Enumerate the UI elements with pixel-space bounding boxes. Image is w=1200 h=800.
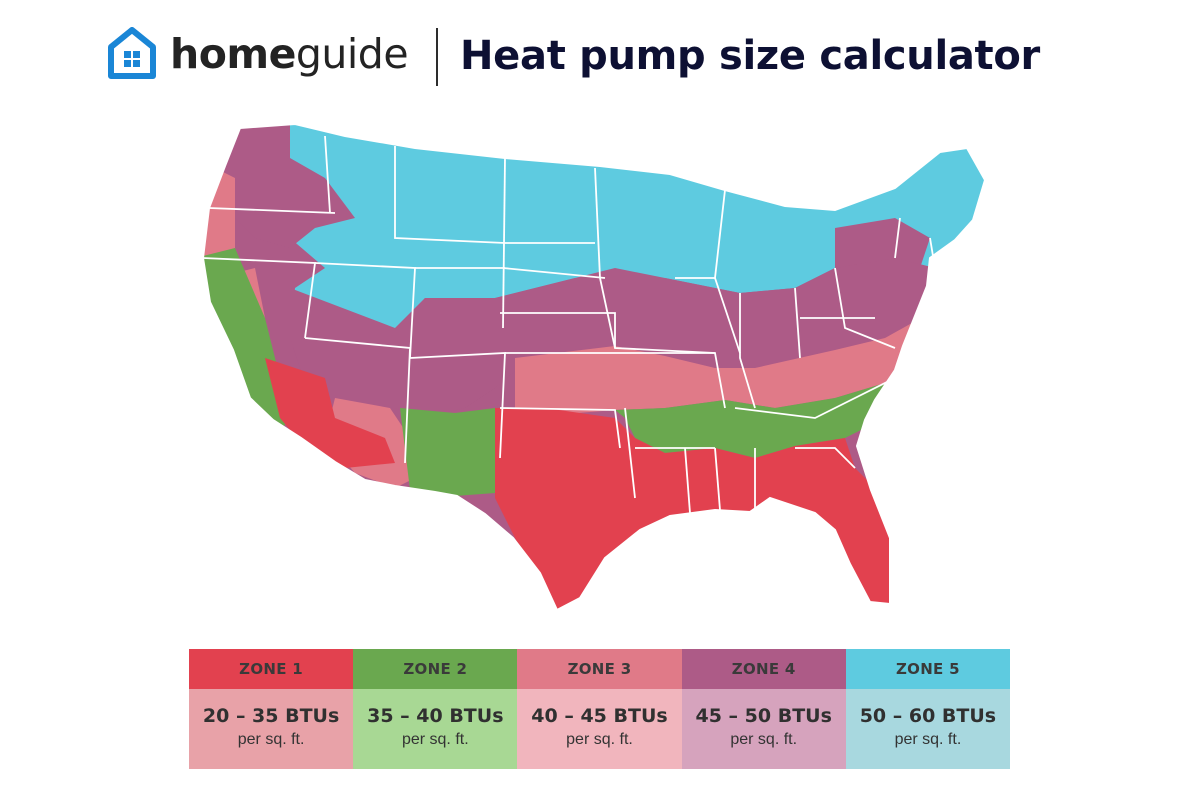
- zone-3-region-central: [515, 313, 930, 414]
- zone-3-range: 40 – 45 BTUs: [531, 705, 668, 727]
- zone-5-label: ZONE 5: [845, 649, 1011, 689]
- zone-4-range: 45 – 50 BTUs: [695, 705, 832, 727]
- zone-1-details: 20 – 35 BTUs per sq. ft.: [189, 689, 354, 769]
- zone-2-card: ZONE 2 35 – 40 BTUs per sq. ft.: [353, 649, 518, 769]
- zone-2-range: 35 – 40 BTUs: [367, 705, 504, 727]
- zone-legend: ZONE 1 20 – 35 BTUs per sq. ft. ZONE 2 3…: [189, 649, 1011, 769]
- zone-4-region-northwest: [225, 124, 355, 248]
- zone-3-card: ZONE 3 40 – 45 BTUs per sq. ft.: [517, 649, 682, 769]
- zone-4-details: 45 – 50 BTUs per sq. ft.: [681, 689, 846, 769]
- zone-5-range: 50 – 60 BTUs: [859, 705, 997, 727]
- brand-part-home: home: [170, 30, 296, 78]
- zone-2-region-southwest: [400, 408, 500, 496]
- zone-5-card: ZONE 5 50 – 60 BTUs per sq. ft.: [845, 649, 1011, 769]
- zone-4-card: ZONE 4 45 – 50 BTUs per sq. ft.: [681, 649, 846, 769]
- zone-4-label: ZONE 4: [681, 649, 846, 689]
- page-title: Heat pump size calculator: [460, 33, 1040, 79]
- zone-4-unit: per sq. ft.: [730, 731, 798, 748]
- zone-1-card: ZONE 1 20 – 35 BTUs per sq. ft.: [189, 649, 354, 769]
- zone-1-region-southern-california: [265, 358, 395, 468]
- header-divider: [436, 28, 438, 86]
- zone-5-unit: per sq. ft.: [894, 731, 962, 748]
- brand-logo-text: homeguide: [170, 28, 409, 80]
- zone-2-region-california: [203, 248, 290, 438]
- zone-3-unit: per sq. ft.: [566, 731, 633, 748]
- zone-3-label: ZONE 3: [517, 649, 682, 689]
- zone-2-region-southeast: [615, 358, 925, 458]
- brand-part-guide: guide: [295, 30, 409, 78]
- header: homeguide Heat pump size calculator: [0, 0, 1200, 115]
- zone-1-label: ZONE 1: [189, 649, 354, 689]
- us-outline: [201, 122, 987, 612]
- zone-2-unit: per sq. ft.: [401, 731, 469, 748]
- house-icon: [108, 27, 156, 79]
- zone-5-details: 50 – 60 BTUs per sq. ft.: [845, 689, 1011, 769]
- zone-2-details: 35 – 40 BTUs per sq. ft.: [353, 689, 518, 769]
- state-borders: [202, 135, 936, 514]
- zone-1-range: 20 – 35 BTUs: [202, 705, 340, 727]
- zone-1-unit: per sq. ft.: [237, 731, 305, 748]
- us-climate-zone-map: [201, 122, 987, 612]
- zone-2-label: ZONE 2: [353, 649, 518, 689]
- zone-3-details: 40 – 45 BTUs per sq. ft.: [517, 689, 682, 769]
